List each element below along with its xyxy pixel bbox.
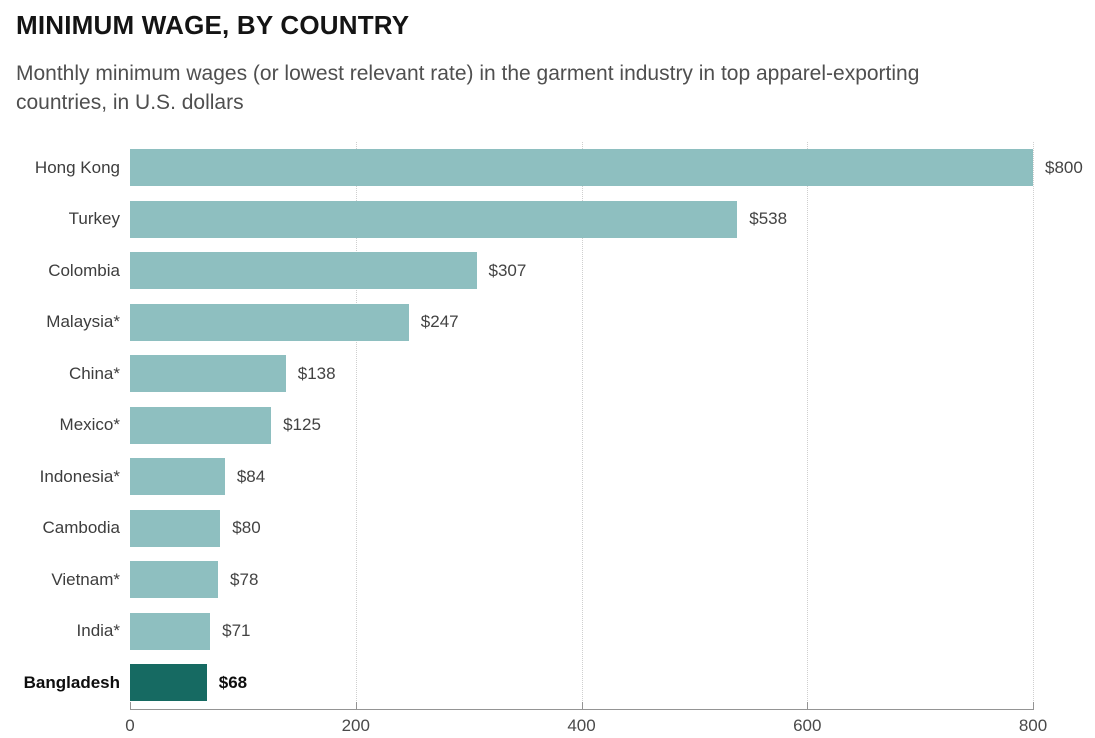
bar-rows: Hong Kong $800 Turkey $538 Colombia $307…: [0, 142, 1095, 709]
bar-track: $68: [130, 664, 1033, 702]
country-label: Bangladesh: [23, 672, 120, 692]
value-label: $125: [283, 415, 321, 435]
bar-track: $138: [130, 355, 1033, 393]
axis-tick-800: [1033, 701, 1034, 710]
bar-row: Mexico* $125: [0, 399, 1095, 451]
value-label: $84: [236, 466, 266, 486]
bar: [130, 458, 225, 496]
bar: [130, 303, 409, 341]
bar-row: Bangladesh $68: [0, 657, 1095, 709]
bar-row: Colombia $307: [0, 245, 1095, 297]
bar-track: $247: [130, 303, 1033, 341]
bar: [130, 561, 219, 599]
bar: [130, 509, 221, 547]
value-label: $78: [230, 569, 259, 589]
value-label: $80: [232, 518, 261, 538]
bar-row: Malaysia* $247: [0, 296, 1095, 348]
bar-row: Turkey $538: [0, 193, 1095, 245]
country-label: China*: [68, 363, 120, 383]
axis-tick-600: [807, 701, 809, 710]
chart-title: MINIMUM WAGE, BY COUNTRY: [16, 10, 410, 40]
country-label: Vietnam*: [51, 569, 120, 589]
country-label: India*: [76, 621, 120, 641]
chart-header: MINIMUM WAGE, BY COUNTRY Monthly minimum…: [0, 0, 1095, 118]
bar-track: $71: [130, 612, 1033, 650]
bar-track: $538: [130, 200, 1033, 238]
bar: [130, 355, 286, 393]
bar-chart: Hong Kong $800 Turkey $538 Colombia $307…: [0, 141, 1095, 738]
country-label: Mexico*: [59, 415, 120, 435]
country-label: Turkey: [68, 209, 120, 229]
bar: [130, 252, 477, 290]
bar-row: Indonesia* $84: [0, 451, 1095, 503]
bar: [130, 612, 211, 650]
bar-row: Hong Kong $800: [0, 142, 1095, 194]
bar-track: $80: [130, 509, 1033, 547]
country-label: Cambodia: [42, 518, 121, 538]
bar: [130, 200, 738, 238]
bar-track: $84: [130, 458, 1033, 496]
country-label: Malaysia*: [46, 312, 120, 332]
bar-row: India* $71: [0, 605, 1095, 657]
country-label: Indonesia*: [39, 466, 120, 486]
bar-row: China* $138: [0, 348, 1095, 400]
axis-tick-label: 0: [125, 715, 135, 735]
bar-track: $125: [130, 406, 1033, 444]
axis-tick-label: 200: [341, 715, 370, 735]
value-label: $538: [749, 209, 788, 229]
value-label: $138: [297, 363, 336, 383]
bar-track: $78: [130, 561, 1033, 599]
axis-tick-label: 800: [1018, 715, 1048, 735]
value-label: $247: [420, 312, 459, 332]
bar: [130, 406, 272, 444]
country-label: Colombia: [48, 260, 120, 280]
bar-row: Vietnam* $78: [0, 554, 1095, 606]
bar-track: $307: [130, 252, 1033, 290]
country-label: Hong Kong: [34, 157, 120, 177]
value-label: $68: [218, 672, 248, 692]
axis-tick-label: 600: [793, 715, 822, 735]
axis-tick-400: [581, 701, 583, 710]
value-label: $800: [1045, 157, 1083, 177]
axis-tick-200: [355, 701, 357, 710]
chart-subtitle: Monthly minimum wages (or lowest relevan…: [16, 62, 920, 115]
value-label: $71: [222, 621, 251, 641]
x-axis: 0 200 400 600 800: [125, 701, 1047, 738]
bar-row: Cambodia $80: [0, 502, 1095, 554]
axis-tick-label: 400: [567, 715, 596, 735]
bar: [130, 149, 1033, 187]
bar: [130, 664, 207, 702]
bar-track: $800: [130, 149, 1083, 187]
value-label: $307: [488, 260, 527, 280]
axis-tick-0: [130, 701, 131, 710]
